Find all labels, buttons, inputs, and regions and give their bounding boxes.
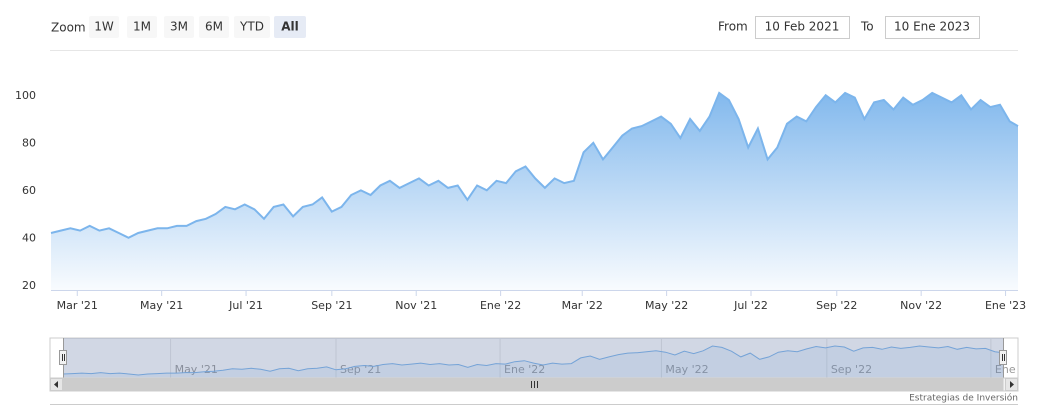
x-tick-label: Nov '22 — [900, 299, 942, 312]
x-tick-label: Sep '22 — [816, 299, 857, 312]
navigator-tick-label: Sep '22 — [831, 363, 872, 376]
to-label: To — [860, 20, 874, 34]
zoom-label: Zoom — [51, 21, 86, 35]
navigator-tick-label: May '22 — [665, 363, 708, 376]
zoom-button[interactable]: 1W — [89, 16, 119, 38]
from-label: From — [718, 20, 748, 34]
to-value[interactable]: 10 Ene 2023 — [894, 20, 970, 34]
zoom-button-bg[interactable] — [274, 16, 306, 38]
x-tick-label: Jul '21 — [228, 299, 263, 312]
zoom-button[interactable]: 6M — [199, 16, 229, 38]
credits: Estrategias de Inversión — [909, 393, 1018, 404]
navigator-tick-label: Ene '23 — [995, 363, 1036, 376]
zoom-button-bg[interactable] — [89, 16, 119, 38]
x-tick-label: May '22 — [645, 299, 688, 312]
x-tick-label: Sep '21 — [311, 299, 352, 312]
y-tick-label: 40 — [22, 232, 36, 245]
from-value[interactable]: 10 Feb 2021 — [765, 20, 840, 34]
zoom-button-label[interactable]: 3M — [170, 20, 188, 34]
zoom-button-bg[interactable] — [164, 16, 194, 38]
x-tick-label: Mar '22 — [562, 299, 603, 312]
x-tick-label: Nov '21 — [395, 299, 437, 312]
navigator-line — [62, 345, 1004, 376]
from-input[interactable] — [755, 16, 850, 39]
y-tick-label: 20 — [22, 279, 36, 292]
zoom-button[interactable]: 3M — [164, 16, 194, 38]
y-tick-label: 80 — [22, 137, 36, 150]
x-tick-label: Jul '22 — [733, 299, 768, 312]
navigator-area — [63, 346, 1003, 377]
zoom-button[interactable]: 1M — [127, 16, 157, 38]
x-tick-label: Ene '22 — [480, 299, 521, 312]
x-tick-label: Ene '23 — [985, 299, 1026, 312]
scrollbar-right-arrow — [1010, 381, 1014, 388]
zoom-button-label[interactable]: YTD — [239, 20, 264, 34]
zoom-button-label[interactable]: 6M — [205, 20, 223, 34]
scrollbar-left-arrow — [54, 381, 58, 388]
y-tick-label: 100 — [15, 89, 36, 102]
zoom-button[interactable]: All — [274, 16, 306, 38]
area-line — [50, 91, 1019, 239]
zoom-button-label[interactable]: 1M — [133, 20, 151, 34]
zoom-button-label[interactable]: 1W — [94, 20, 114, 34]
x-tick-label: Mar '21 — [57, 299, 98, 312]
scrollbar-thumb[interactable] — [62, 378, 1004, 391]
x-tick-label: May '21 — [140, 299, 183, 312]
zoom-button-bg[interactable] — [234, 16, 270, 38]
zoom-button[interactable]: YTD — [234, 16, 270, 38]
navigator-tick-label: Ene '22 — [504, 363, 545, 376]
zoom-button-label[interactable]: All — [281, 20, 299, 34]
y-tick-label: 60 — [22, 184, 36, 197]
to-input[interactable] — [885, 16, 980, 39]
zoom-button-bg[interactable] — [199, 16, 229, 38]
navigator-mask[interactable] — [63, 338, 1003, 378]
navigator-plot: May '21 Sep '21 Ene '22 May '22 Sep '22 Ene '… — [62, 338, 1036, 378]
zoom-button-bg[interactable] — [127, 16, 157, 38]
area-fill — [51, 92, 1018, 291]
